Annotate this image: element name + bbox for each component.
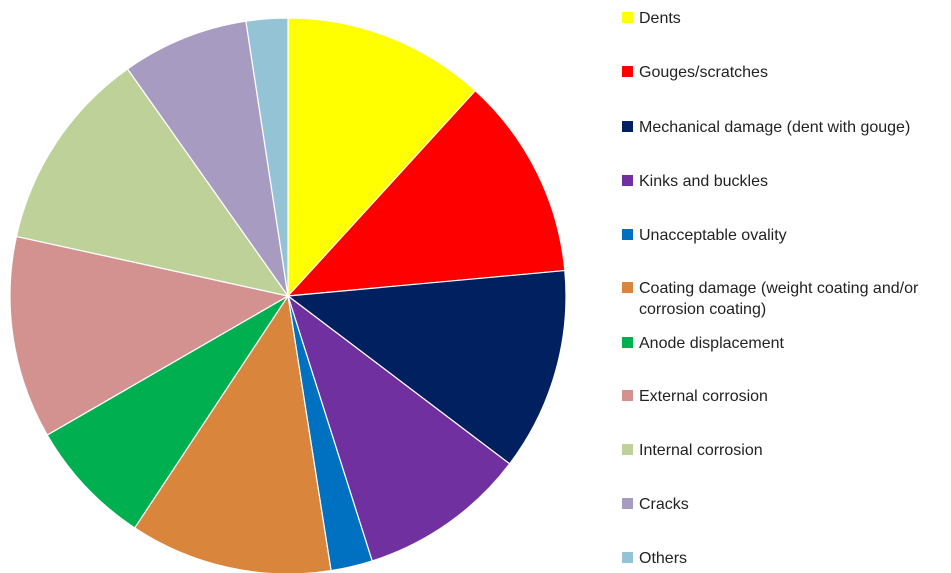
pie-slice-cracks	[126, 20, 289, 297]
pie-slice-dents	[287, 17, 477, 298]
pie-slice-kinks-and-buckles	[286, 294, 511, 562]
pie-slice-internal-corrosion	[15, 68, 290, 297]
pie-slice-external-corrosion	[9, 235, 290, 436]
pie-slice-others	[245, 17, 289, 297]
pie-slice-anode-displacement	[46, 295, 289, 529]
pie-slices	[9, 17, 567, 573]
pie-slice-gouges-scratches	[286, 89, 566, 297]
pie-slice-mechanical-damage-dent-with-gouge	[286, 269, 567, 465]
